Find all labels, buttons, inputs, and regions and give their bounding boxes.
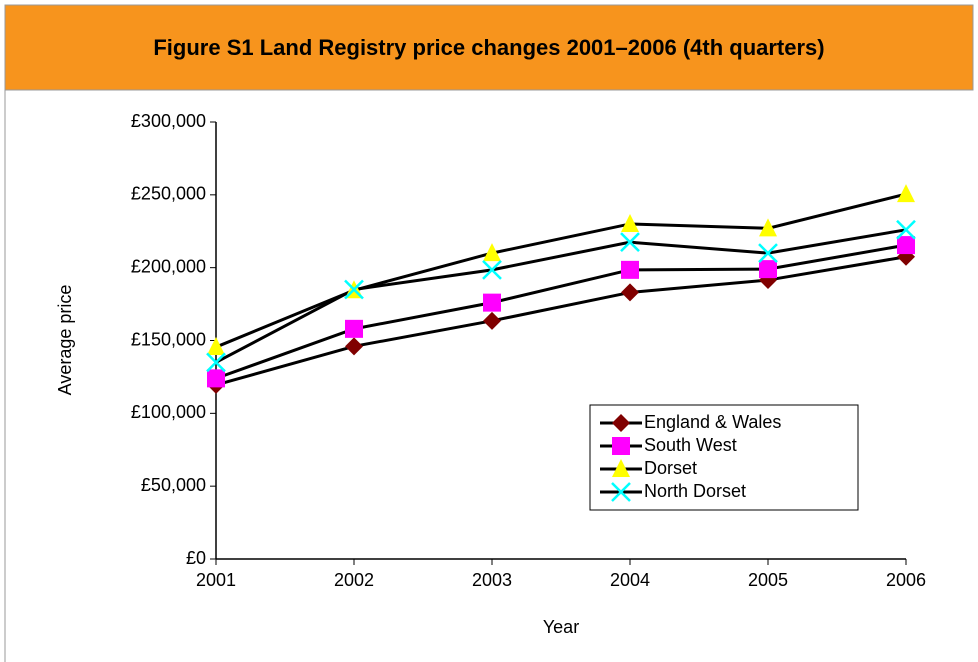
series-line — [215, 255, 907, 387]
marker-diamond — [612, 414, 630, 432]
header-band — [4, 4, 974, 91]
marker-triangle — [483, 243, 501, 262]
marker-square — [897, 236, 915, 255]
legend-label: Dorset — [644, 458, 697, 478]
legend-label: England & Wales — [644, 412, 781, 432]
marker-x — [758, 243, 778, 263]
x-tick-label: 2004 — [610, 570, 650, 590]
marker-triangle — [612, 459, 630, 477]
x-tick-label: 2001 — [196, 570, 236, 590]
y-tick-label: £150,000 — [131, 329, 206, 349]
legend-label: North Dorset — [644, 481, 746, 501]
marker-square — [207, 369, 225, 388]
x-tick-label: 2006 — [886, 570, 926, 590]
marker-x — [206, 352, 226, 373]
series-line — [215, 243, 907, 380]
y-axis-label: Average price — [55, 285, 75, 396]
marker-square — [345, 319, 363, 338]
y-tick-label: £0 — [186, 548, 206, 568]
series-line — [215, 228, 907, 364]
marker-triangle — [897, 184, 915, 203]
chart-title: Figure S1 Land Registry price changes 20… — [153, 35, 824, 60]
y-tick-label: £50,000 — [141, 475, 206, 495]
marker-square — [759, 260, 777, 279]
marker-triangle — [207, 337, 225, 356]
marker-triangle — [759, 218, 777, 237]
series-line — [215, 192, 907, 349]
marker-square — [483, 293, 501, 312]
marker-diamond — [621, 283, 639, 302]
x-tick-label: 2002 — [334, 570, 374, 590]
y-tick-label: £250,000 — [131, 184, 206, 204]
legend-label: South West — [644, 435, 737, 455]
marker-diamond — [345, 337, 363, 356]
marker-square — [612, 437, 630, 455]
x-tick-label: 2005 — [748, 570, 788, 590]
y-tick-label: £100,000 — [131, 402, 206, 422]
marker-diamond — [483, 311, 501, 330]
marker-x — [344, 279, 364, 300]
marker-x — [620, 232, 640, 253]
y-tick-label: £200,000 — [131, 256, 206, 276]
marker-x — [896, 219, 916, 240]
x-axis-label: Year — [543, 617, 579, 637]
marker-x — [482, 259, 502, 280]
y-tick-label: £300,000 — [131, 111, 206, 131]
marker-square — [621, 260, 639, 279]
marker-x — [611, 482, 631, 502]
x-tick-label: 2003 — [472, 570, 512, 590]
marker-triangle — [621, 213, 639, 232]
